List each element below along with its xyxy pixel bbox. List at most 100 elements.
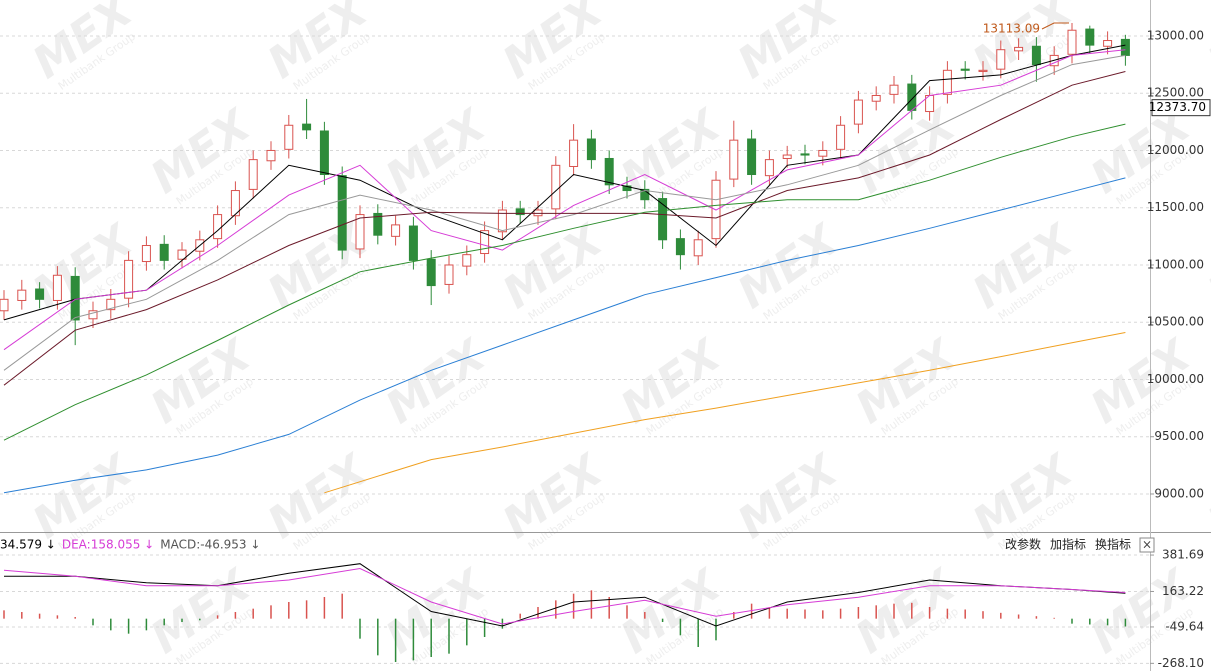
candle-body [764, 159, 774, 177]
candle-body [800, 153, 810, 156]
candle-body [1014, 46, 1024, 52]
candle-body [836, 124, 846, 150]
y-tick-label: -268.10 [1158, 656, 1204, 670]
indicator-line [3, 567, 1126, 625]
candle-body [319, 130, 329, 176]
candle-body [622, 185, 632, 192]
candle-body [106, 298, 116, 311]
indicator-line [324, 332, 1126, 494]
candle-body [124, 259, 134, 299]
candle-body [17, 289, 27, 301]
toolbar-button[interactable]: 换指标 [1095, 537, 1131, 552]
y-tick-label: 163.22 [1162, 584, 1204, 598]
last-price-label: 12373.70 [1149, 100, 1206, 114]
y-tick-label: 11500.00 [1147, 200, 1204, 214]
candle-body [284, 124, 294, 150]
y-tick-label: 13000.00 [1147, 28, 1204, 42]
candle-body [141, 245, 151, 263]
candle-body [355, 214, 365, 250]
candle-body [213, 214, 223, 240]
candle-body [0, 298, 9, 312]
candle-body [1067, 29, 1077, 55]
candle-body [818, 149, 828, 157]
candle-body [337, 175, 347, 251]
candle-body [693, 239, 703, 257]
candle-body [871, 94, 881, 102]
candle-body [853, 99, 863, 125]
candle-body [426, 258, 436, 287]
candle-body [996, 49, 1006, 70]
candle-body [604, 157, 614, 186]
candle-body [462, 254, 472, 267]
candle-body [729, 139, 739, 180]
y-tick-label: -49.64 [1165, 619, 1204, 633]
max-label: 13113.09 [983, 22, 1040, 36]
candle-body [1085, 28, 1095, 46]
candle-body [515, 208, 525, 216]
indicator-line [3, 49, 1126, 351]
candle-body [782, 154, 792, 159]
indicator-line [3, 177, 1126, 494]
last-price-box [1151, 99, 1211, 117]
candle-body [640, 188, 650, 201]
indicator-label: MACD:-46.953 ↓ [160, 538, 260, 552]
candle-body [658, 198, 668, 241]
candle-body [978, 69, 988, 72]
y-tick-label: 9500.00 [1154, 429, 1204, 443]
candle-body [960, 68, 970, 71]
candle-body [177, 249, 187, 260]
indicator-label: DEA:158.055 ↓ [62, 538, 154, 552]
close-button[interactable]: × [1142, 538, 1152, 552]
candle-body [159, 243, 169, 261]
candle-body [533, 209, 543, 217]
candle-body [70, 275, 80, 321]
candle-body [497, 209, 507, 233]
candle-body [230, 190, 240, 217]
close-box[interactable] [1139, 537, 1155, 553]
candle-body [480, 230, 490, 255]
y-tick-label: 381.69 [1162, 548, 1204, 562]
candle-body [88, 310, 98, 320]
candle-body [1120, 38, 1130, 56]
indicator-line [3, 54, 1126, 371]
indicator-line [3, 44, 1126, 321]
y-tick-label: 11000.00 [1147, 257, 1204, 271]
candle-body [302, 123, 312, 131]
toolbar-button[interactable]: 加指标 [1050, 537, 1086, 552]
candle-body [747, 138, 757, 176]
candle-body [373, 212, 383, 236]
watermark-logo: MEX [1199, 0, 1211, 89]
candle-body [266, 149, 276, 162]
indicator-line [4, 563, 1126, 627]
y-tick-label: 10000.00 [1147, 372, 1204, 386]
candle-body [675, 238, 685, 256]
y-tick-label: 12500.00 [1147, 86, 1204, 100]
indicator-line [3, 71, 1126, 386]
y-tick-label: 10500.00 [1147, 315, 1204, 329]
candle-body [586, 138, 596, 161]
candle-body [942, 69, 952, 95]
toolbar-button[interactable]: 改参数 [1005, 537, 1041, 552]
y-tick-label: 12000.00 [1147, 143, 1204, 157]
candle-body [391, 224, 401, 237]
candle-body [907, 83, 917, 111]
candle-body [52, 274, 62, 301]
